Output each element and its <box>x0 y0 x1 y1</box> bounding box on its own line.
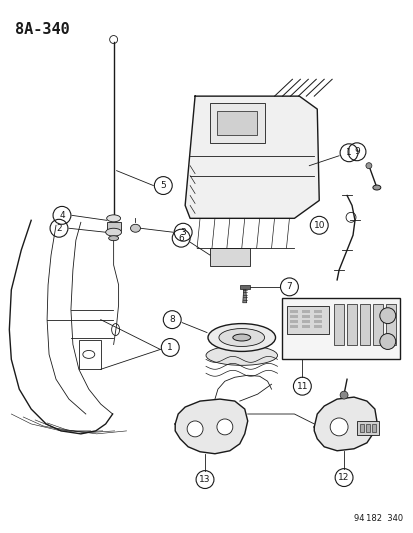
Text: 10: 10 <box>313 221 324 230</box>
FancyBboxPatch shape <box>290 310 298 313</box>
Circle shape <box>187 421 202 437</box>
FancyBboxPatch shape <box>385 304 395 345</box>
Text: 8: 8 <box>169 315 175 324</box>
Polygon shape <box>175 399 247 454</box>
FancyBboxPatch shape <box>372 304 382 345</box>
Polygon shape <box>313 397 376 451</box>
Text: 1: 1 <box>345 148 351 157</box>
FancyBboxPatch shape <box>301 325 310 328</box>
Text: 6: 6 <box>178 233 184 243</box>
Text: 7: 7 <box>286 282 292 292</box>
FancyBboxPatch shape <box>313 325 321 328</box>
FancyBboxPatch shape <box>301 320 310 322</box>
FancyBboxPatch shape <box>216 111 256 135</box>
Text: 5: 5 <box>160 181 166 190</box>
Ellipse shape <box>232 334 250 341</box>
FancyBboxPatch shape <box>107 222 120 230</box>
Ellipse shape <box>108 236 118 241</box>
Text: 9: 9 <box>353 147 359 156</box>
Circle shape <box>379 308 395 324</box>
Text: 94 182  340: 94 182 340 <box>353 514 402 523</box>
FancyBboxPatch shape <box>209 248 249 266</box>
Ellipse shape <box>207 324 275 351</box>
Ellipse shape <box>372 185 380 190</box>
Text: 13: 13 <box>199 475 210 484</box>
Ellipse shape <box>130 224 140 232</box>
FancyBboxPatch shape <box>371 424 375 432</box>
Polygon shape <box>185 96 318 219</box>
Polygon shape <box>242 288 246 303</box>
Text: 4: 4 <box>59 211 65 220</box>
FancyBboxPatch shape <box>301 314 310 318</box>
Circle shape <box>365 163 371 168</box>
Text: 3: 3 <box>180 228 185 237</box>
Text: 8A-340: 8A-340 <box>15 22 70 37</box>
FancyBboxPatch shape <box>313 314 321 318</box>
Circle shape <box>216 419 232 435</box>
Text: 1: 1 <box>167 343 173 352</box>
Circle shape <box>339 391 347 399</box>
FancyBboxPatch shape <box>333 304 343 345</box>
FancyBboxPatch shape <box>359 304 369 345</box>
FancyBboxPatch shape <box>209 103 264 143</box>
FancyBboxPatch shape <box>287 306 328 334</box>
FancyBboxPatch shape <box>290 320 298 322</box>
FancyBboxPatch shape <box>290 325 298 328</box>
Text: 11: 11 <box>296 382 307 391</box>
FancyBboxPatch shape <box>356 421 378 435</box>
FancyBboxPatch shape <box>282 298 399 359</box>
Text: 2: 2 <box>56 224 62 233</box>
FancyBboxPatch shape <box>239 285 249 289</box>
Text: 12: 12 <box>337 473 349 482</box>
Ellipse shape <box>105 228 121 236</box>
Ellipse shape <box>206 345 277 365</box>
FancyBboxPatch shape <box>346 304 356 345</box>
FancyBboxPatch shape <box>313 310 321 313</box>
Ellipse shape <box>218 328 264 346</box>
FancyBboxPatch shape <box>359 424 363 432</box>
Ellipse shape <box>107 215 120 222</box>
Circle shape <box>379 334 395 350</box>
FancyBboxPatch shape <box>313 320 321 322</box>
FancyBboxPatch shape <box>365 424 369 432</box>
FancyBboxPatch shape <box>290 314 298 318</box>
FancyBboxPatch shape <box>301 310 310 313</box>
Circle shape <box>330 418 347 436</box>
